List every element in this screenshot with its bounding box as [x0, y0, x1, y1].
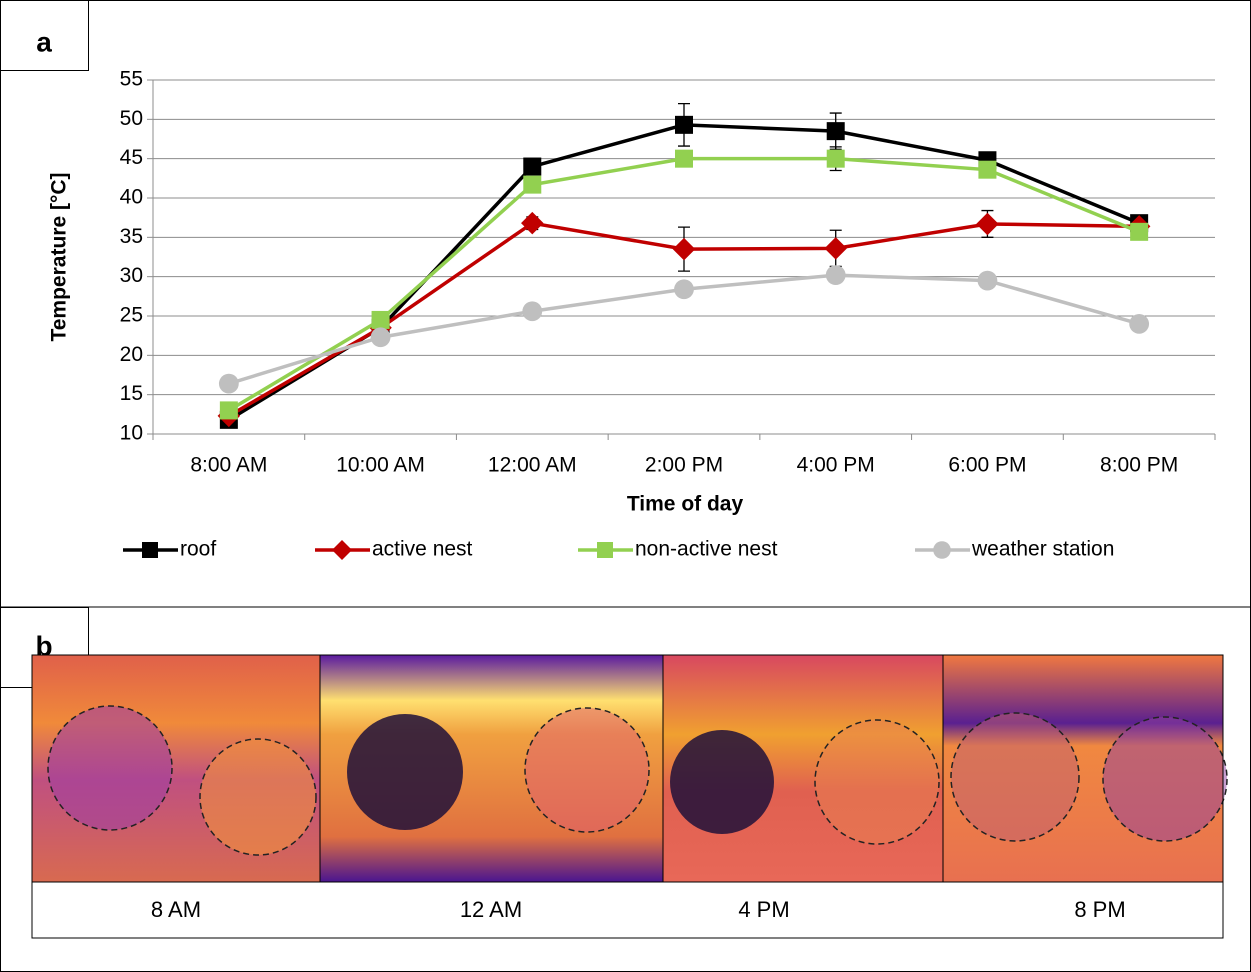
nest-outline [814, 719, 940, 845]
y-tick-label: 50 [120, 107, 143, 130]
nest [200, 739, 316, 855]
marker [218, 373, 239, 394]
x-tick-label: 6:00 PM [948, 454, 1026, 477]
x-axis-title: Time of day [627, 493, 744, 516]
y-tick-label: 20 [120, 343, 143, 366]
legend-marker [142, 542, 158, 558]
nest-outline [199, 738, 317, 856]
marker [826, 122, 845, 141]
marker [675, 149, 693, 168]
series [218, 265, 1150, 394]
legend-label: active nest [372, 538, 473, 561]
nest [525, 708, 649, 832]
series [219, 146, 1149, 420]
image-frame [31, 654, 1224, 939]
marker [219, 401, 238, 420]
panel-label: a [36, 26, 52, 57]
y-tick-label: 15 [120, 382, 143, 405]
legend-marker [597, 542, 613, 558]
nest [347, 714, 463, 830]
marker [675, 115, 693, 134]
marker [522, 301, 543, 322]
x-tick-label: 2:00 PM [645, 454, 723, 477]
marker [523, 157, 542, 176]
panel-label: b [35, 630, 52, 661]
nest-outline [950, 712, 1080, 842]
marker [977, 270, 998, 291]
x-tick-label: 12:00 AM [488, 454, 577, 477]
legend-marker [332, 540, 352, 560]
nest-outline [524, 707, 650, 833]
legend-label: weather station [971, 538, 1114, 561]
nest-outline [47, 705, 173, 831]
marker [521, 211, 544, 235]
nest [1103, 717, 1227, 841]
marker [976, 212, 999, 236]
marker [978, 160, 997, 179]
image-caption: 4 PM [738, 897, 789, 922]
thermal-images [31, 654, 1228, 939]
marker [826, 149, 845, 168]
marker [523, 175, 542, 194]
marker [370, 327, 391, 348]
nest-outline [1102, 716, 1228, 842]
marker [672, 237, 696, 261]
y-tick-label: 10 [120, 422, 143, 445]
legend-marker [933, 541, 951, 559]
marker [825, 265, 846, 285]
image-caption: 8 AM [151, 897, 201, 922]
marker [674, 279, 694, 300]
x-tick-label: 8:00 AM [190, 454, 267, 477]
y-tick-label: 25 [120, 304, 143, 327]
marker [824, 237, 847, 260]
y-axis-title: Temperature [°C] [48, 172, 71, 341]
series-line [227, 123, 1140, 422]
panel-label-box [0, 0, 89, 71]
y-tick-label: 40 [120, 186, 143, 209]
y-tick-label: 45 [120, 146, 143, 169]
image-caption: 8 PM [1074, 897, 1125, 922]
y-tick-label: 55 [120, 68, 143, 91]
marker [1130, 222, 1149, 241]
legend-label: roof [180, 538, 216, 561]
legend-label: non-active nest [635, 538, 778, 561]
x-tick-label: 8:00 PM [1100, 454, 1178, 477]
nest [951, 713, 1079, 841]
y-tick-label: 30 [120, 264, 143, 287]
x-tick-label: 10:00 AM [336, 454, 425, 477]
nest [815, 720, 939, 844]
nest [670, 730, 774, 834]
x-tick-label: 4:00 PM [797, 454, 875, 477]
y-tick-label: 35 [120, 225, 143, 248]
nest [48, 706, 172, 830]
image-caption: 12 AM [460, 897, 522, 922]
marker [1129, 313, 1150, 334]
marker [371, 310, 390, 329]
